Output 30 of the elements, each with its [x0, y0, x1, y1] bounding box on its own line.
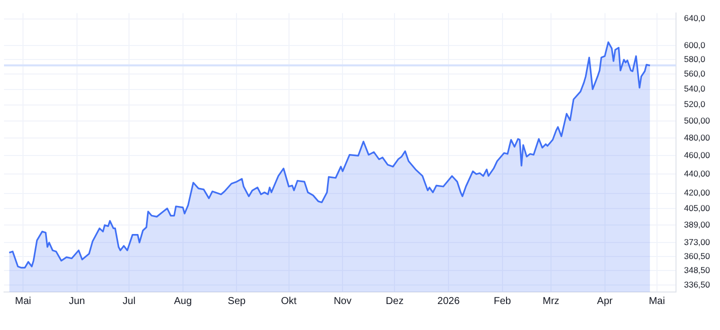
y-tick-label: 500,00 — [684, 115, 710, 126]
x-tick-label: 2026 — [437, 296, 460, 307]
x-tick-label: Okt — [280, 296, 297, 307]
x-tick-label: Apr — [597, 296, 614, 307]
x-tick-label: Dez — [386, 296, 404, 307]
x-tick-label: Nov — [334, 296, 352, 307]
y-tick-label: 460,00 — [684, 150, 710, 160]
y-tick-label: 440,00 — [684, 168, 710, 178]
y-tick-label: 336,50 — [684, 280, 710, 290]
y-tick-label: 640,0 — [684, 13, 706, 24]
y-tick-label: 560,0 — [684, 68, 706, 79]
y-tick-label: 405,00 — [684, 202, 710, 213]
y-tick-label: 360,50 — [684, 250, 710, 261]
y-tick-label: 580,0 — [684, 54, 706, 64]
x-tick-label: Feb — [494, 296, 512, 307]
x-tick-label: Mai — [648, 296, 665, 307]
y-tick-label: 420,00 — [684, 188, 710, 198]
y-tick-label: 600,0 — [684, 40, 706, 50]
y-tick-label: 389,00 — [684, 219, 710, 230]
y-tick-label: 348,50 — [684, 265, 710, 276]
x-tick-label: Mai — [15, 296, 32, 307]
y-tick-label: 520,0 — [684, 99, 706, 110]
x-tick-label: Jul — [122, 296, 136, 307]
y-tick-label: 540,0 — [684, 84, 706, 94]
x-tick-label: Sep — [228, 296, 246, 307]
x-tick-label: Aug — [174, 296, 192, 307]
x-tick-label: Jun — [68, 296, 85, 307]
x-tick-label: Mrz — [542, 296, 560, 307]
y-tick-label: 373,00 — [684, 236, 710, 247]
y-tick-label: 480,00 — [684, 132, 710, 142]
